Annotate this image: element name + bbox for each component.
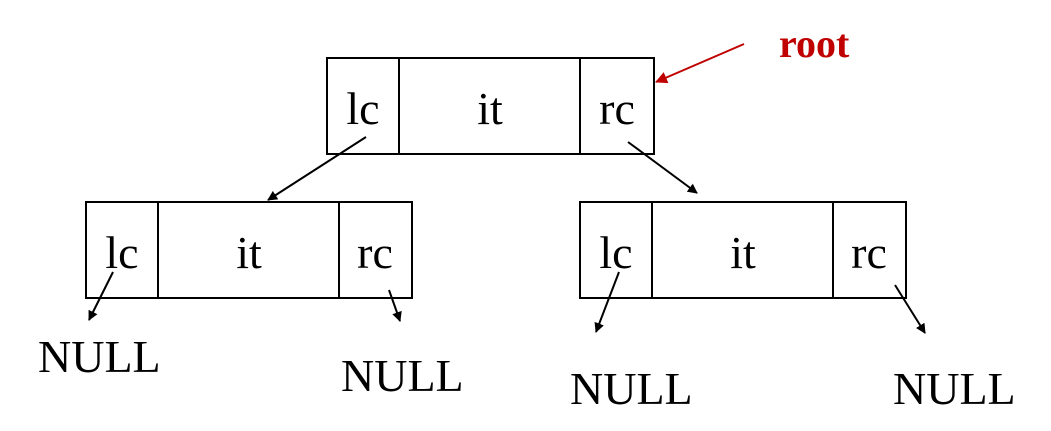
right-child-node: lc it rc [579,201,907,299]
right-node-box [579,201,907,299]
null-label-right-lc: NULL [570,363,693,414]
null-label-left-rc: NULL [341,350,464,401]
edge-right-rc-to-null [894,284,926,334]
left-rc-label: rc [357,227,393,278]
root-node: lc it rc [326,57,655,155]
root-node-box [326,57,655,155]
right-lc-label: lc [599,227,632,278]
root-rc-label: rc [599,83,635,134]
root-pointer-label: root [779,21,850,66]
edge-root-to-right [627,141,698,194]
root-lc-label: lc [346,83,379,134]
edge-left-rc-to-null [388,289,402,322]
left-it-label: it [236,227,262,278]
left-child-node: lc it rc [85,201,413,299]
edge-root-to-left [267,136,367,201]
right-it-label: it [730,227,756,278]
null-label-right-rc: NULL [893,363,1016,414]
root-pointer-arrow [655,43,745,84]
null-label-left-lc: NULL [38,331,161,382]
edge-right-lc-to-null [594,271,620,333]
root-it-label: it [477,83,503,134]
right-rc-label: rc [851,227,887,278]
left-lc-label: lc [105,227,138,278]
edge-left-lc-to-null [88,271,114,321]
left-node-box [85,201,413,299]
